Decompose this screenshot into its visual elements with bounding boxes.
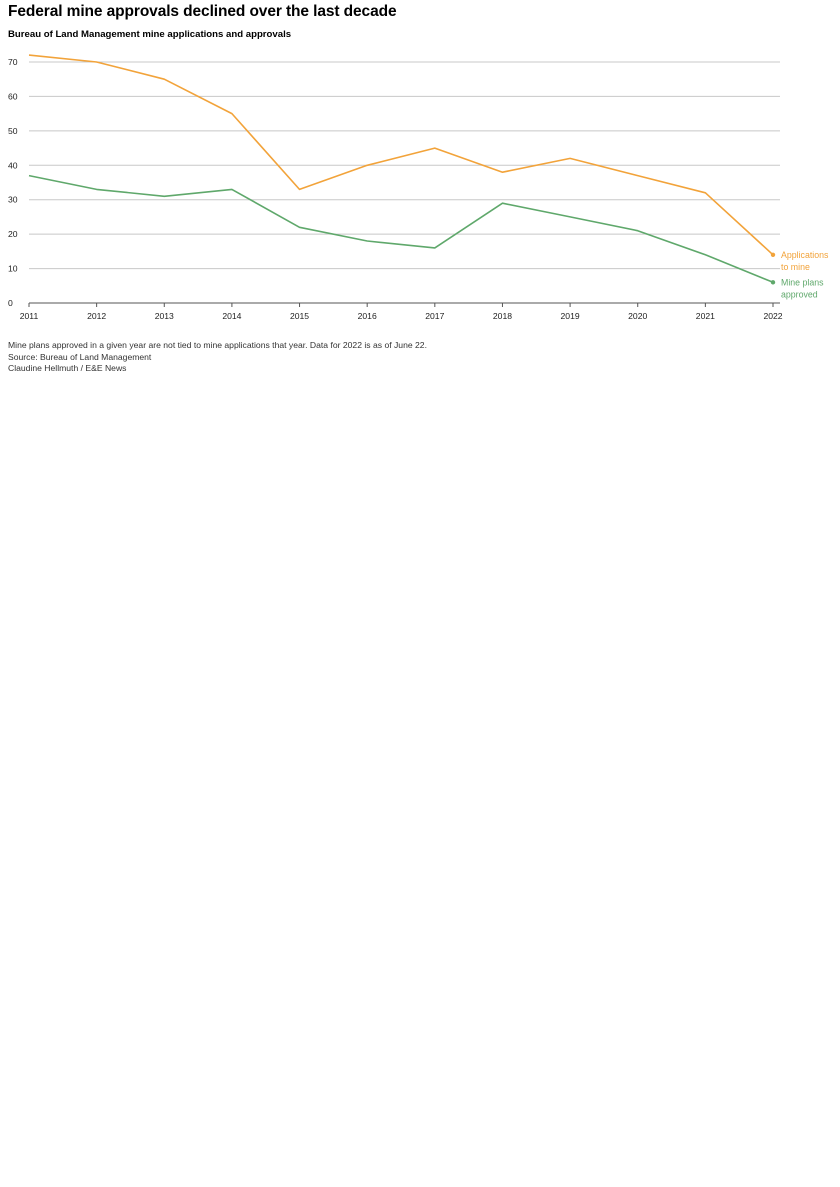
x-tick-label-2018: 2018 [493,311,512,321]
y-tick-label-0: 0 [8,298,13,308]
x-tick-label-2012: 2012 [87,311,106,321]
series-end-point-1 [770,280,776,285]
x-tick-label-2020: 2020 [628,311,647,321]
x-tick-label-2022: 2022 [763,311,782,321]
x-tick-label-2019: 2019 [561,311,580,321]
footnote: Mine plans approved in a given year are … [8,340,427,350]
chart-notes: Mine plans approved in a given year are … [8,340,427,375]
series-label-line: Mine plans [781,277,824,287]
series-label-line: to mine [781,262,810,272]
x-tick-label-2014: 2014 [222,311,241,321]
x-tick-label-2016: 2016 [358,311,377,321]
line-chart: 0 10 20 30 40 50 60 70 2011 2012 2013 2014 2015 2016 2… [8,54,829,321]
y-tick-label-50: 50 [8,126,18,136]
x-tick-label-2011: 2011 [20,311,39,321]
x-tick-label-2015: 2015 [290,311,309,321]
y-tick-label-10: 10 [8,264,18,274]
source-line: Source: Bureau of Land Management [8,351,152,362]
chart-title: Federal mine approvals declined over the… [8,3,397,20]
credit-line: Claudine Hellmuth / E&E News [8,363,127,374]
x-tick-label-2021: 2021 [696,311,715,321]
y-tick-label-20: 20 [8,229,18,239]
series-label-line: approved [781,289,818,299]
series-line-1 [28,174,774,284]
x-tick-label-2017: 2017 [425,311,444,321]
chart-subtitle: Bureau of Land Management mine applicati… [8,29,292,40]
x-tick-label-2013: 2013 [155,311,174,321]
series-label-0: Applications to mine [781,250,829,272]
series-line-0 [28,54,774,256]
y-tick-label-70: 70 [8,57,18,67]
series-end-point-0 [770,252,776,257]
y-tick-label-30: 30 [8,195,18,205]
y-tick-label-60: 60 [8,91,18,101]
series-label-1: Mine plans approved [781,277,824,299]
series-label-line: Applications [781,250,829,260]
y-tick-label-40: 40 [8,160,18,170]
